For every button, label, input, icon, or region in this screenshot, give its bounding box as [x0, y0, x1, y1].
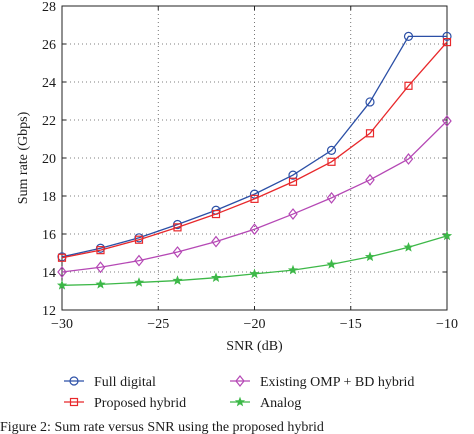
marker-circle — [249, 189, 260, 199]
y-tick-label: 28 — [42, 0, 56, 15]
figure-caption: Figure 2: Sum rate versus SNR using the … — [0, 420, 324, 434]
legend-item: Full digital — [64, 375, 156, 390]
y-tick-label: 12 — [42, 304, 56, 319]
marker-square — [211, 209, 221, 219]
marker-square — [442, 37, 452, 47]
x-tick-label: −15 — [340, 317, 362, 332]
marker-diamond — [403, 152, 414, 165]
marker-diamond — [288, 208, 298, 221]
marker-star — [172, 275, 183, 285]
marker-square — [404, 81, 413, 90]
marker-star — [441, 230, 453, 241]
marker-star — [95, 279, 106, 289]
marker-circle — [442, 31, 452, 42]
marker-circle — [69, 376, 79, 386]
x-tick-label: −20 — [244, 317, 266, 332]
legend-label: Analog — [260, 396, 301, 411]
legend-label: Full digital — [94, 375, 156, 390]
series-layer — [56, 31, 453, 290]
marker-star — [133, 277, 145, 287]
marker-star — [287, 264, 299, 275]
x-tick-label: −30 — [51, 317, 73, 332]
series-line — [61, 120, 448, 273]
marker-star — [403, 241, 414, 252]
marker-square — [288, 177, 298, 186]
legend: Full digital Proposed hybrid Existing OMP … — [64, 375, 414, 411]
marker-star — [249, 268, 260, 279]
legend-label: Existing OMP + BD hybrid — [260, 375, 414, 390]
series-line — [61, 35, 447, 258]
marker-diamond — [57, 266, 67, 278]
marker-circle — [288, 170, 298, 180]
axis-ticks: −30 −25 −20 −15 −10 12 14 16 18 20 22 24 26 28 — [42, 0, 458, 332]
marker-square — [69, 397, 79, 407]
marker-diamond — [326, 191, 337, 204]
marker-circle — [403, 31, 414, 42]
marker-square — [134, 235, 144, 244]
marker-diamond — [442, 114, 452, 127]
x-tick-label: −25 — [147, 317, 169, 332]
marker-square — [173, 223, 182, 232]
x-tick-label: −10 — [436, 317, 458, 332]
marker-diamond — [235, 375, 245, 387]
marker-star — [210, 272, 222, 283]
marker-square — [365, 129, 375, 138]
y-tick-label: 22 — [42, 114, 56, 129]
marker-diamond — [95, 261, 106, 274]
marker-circle — [326, 145, 337, 155]
marker-circle — [365, 97, 375, 107]
y-tick-label: 18 — [42, 190, 56, 205]
legend-label: Proposed hybrid — [94, 396, 186, 411]
marker-star — [234, 396, 246, 407]
y-axis-label: Sum rate (Gbps) — [16, 111, 31, 204]
series-existing-omp-bd-hybrid — [57, 114, 452, 278]
legend-item: Analog — [230, 396, 301, 411]
marker-star — [326, 259, 337, 269]
marker-star — [364, 251, 376, 262]
y-tick-label: 26 — [42, 38, 56, 53]
x-axis-label: SNR (dB) — [226, 339, 283, 354]
marker-square — [57, 253, 67, 262]
y-tick-label: 20 — [42, 152, 56, 167]
y-tick-label: 24 — [42, 76, 56, 91]
marker-square — [327, 157, 336, 166]
series-proposed-hybrid — [57, 37, 452, 262]
marker-star — [56, 279, 68, 290]
legend-item: Existing OMP + BD hybrid — [230, 375, 414, 390]
legend-item: Proposed hybrid — [64, 396, 186, 411]
y-tick-label: 14 — [42, 266, 56, 281]
y-tick-label: 16 — [42, 228, 56, 243]
marker-diamond — [134, 254, 144, 267]
marker-diamond — [365, 173, 375, 186]
series-analog — [56, 230, 453, 290]
grid-lines — [62, 6, 447, 310]
marker-diamond — [211, 235, 221, 248]
marker-square — [250, 194, 259, 203]
series-line — [61, 41, 448, 259]
marker-diamond — [172, 246, 183, 259]
marker-diamond — [249, 223, 260, 236]
marker-square — [96, 246, 105, 255]
